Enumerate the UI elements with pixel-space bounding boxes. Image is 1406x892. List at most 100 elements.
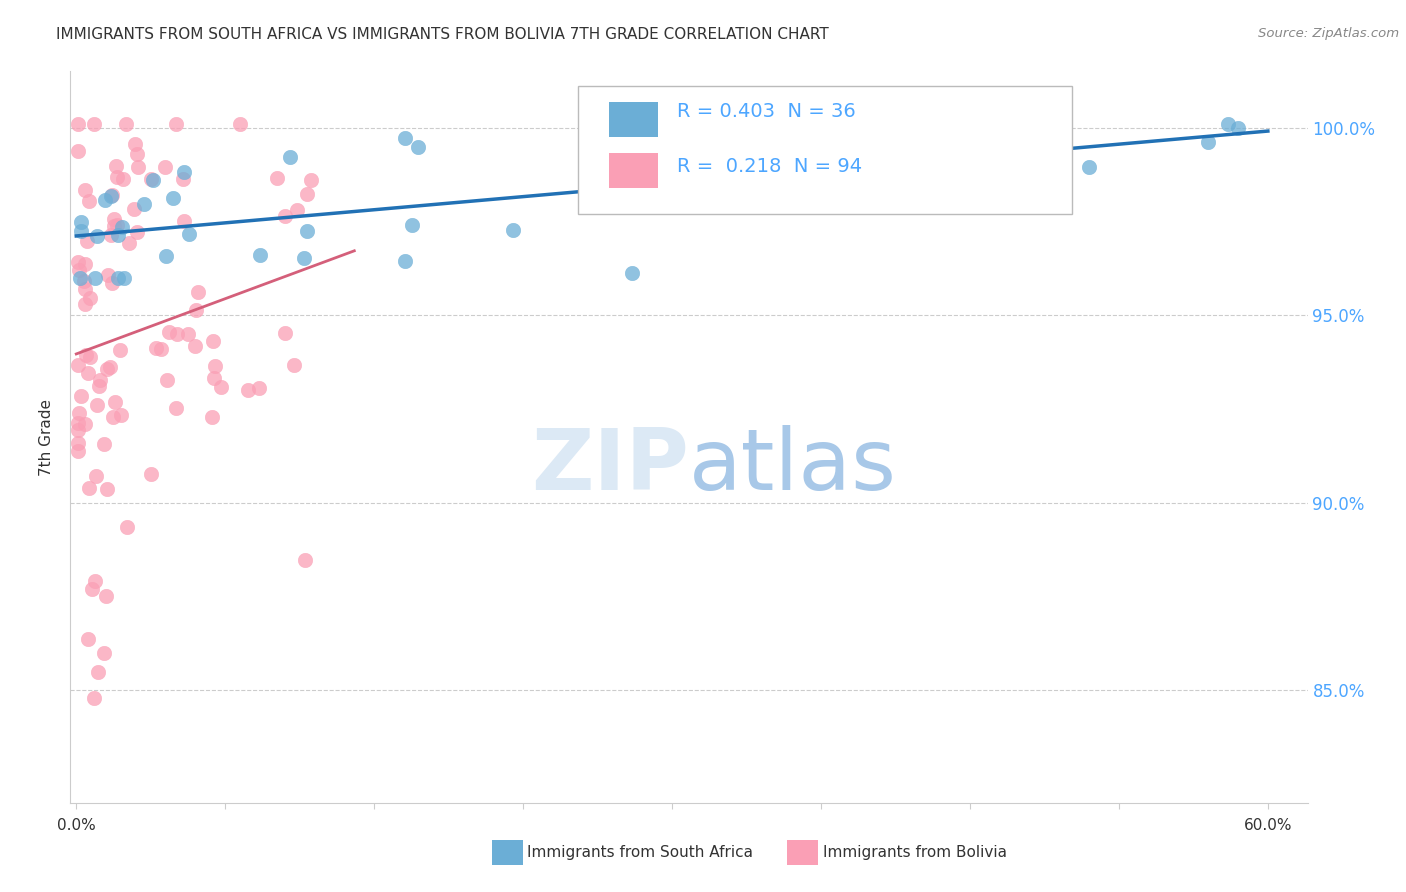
Point — [145, 341, 167, 355]
Y-axis label: 7th Grade: 7th Grade — [39, 399, 55, 475]
Point — [249, 248, 271, 262]
Point — [229, 117, 252, 131]
Point — [155, 249, 177, 263]
Point — [621, 266, 644, 280]
Point — [103, 211, 125, 226]
Point — [681, 153, 703, 167]
Point — [127, 225, 149, 239]
Point — [110, 343, 132, 357]
Point — [247, 381, 270, 395]
Text: 0.0%: 0.0% — [56, 818, 96, 833]
Point — [202, 334, 225, 348]
Point — [82, 582, 104, 596]
Point — [107, 270, 129, 285]
Point — [97, 268, 120, 283]
Point — [132, 197, 155, 211]
Point — [75, 183, 97, 197]
Point — [94, 193, 117, 207]
Point — [394, 253, 416, 268]
Point — [127, 147, 149, 161]
Point — [299, 172, 322, 186]
Point — [86, 229, 108, 244]
Point — [187, 285, 209, 299]
Point — [1227, 120, 1250, 135]
Point — [115, 520, 138, 534]
Point — [115, 117, 138, 131]
Point — [165, 401, 187, 415]
Point — [173, 165, 195, 179]
Point — [111, 220, 134, 235]
Point — [209, 380, 232, 394]
Point — [69, 223, 91, 237]
Text: Immigrants from Bolivia: Immigrants from Bolivia — [823, 846, 1007, 860]
Point — [1197, 135, 1219, 149]
Point — [274, 326, 297, 340]
Point — [79, 194, 101, 208]
Point — [86, 398, 108, 412]
Point — [72, 274, 94, 288]
Point — [96, 362, 118, 376]
Point — [153, 160, 176, 174]
Point — [69, 270, 91, 285]
Point — [100, 189, 122, 203]
Point — [76, 235, 98, 249]
Point — [266, 170, 288, 185]
Point — [236, 384, 259, 398]
Text: 60.0%: 60.0% — [1244, 818, 1292, 833]
Point — [1078, 160, 1101, 174]
Point — [83, 690, 105, 705]
Point — [84, 469, 107, 483]
Point — [139, 171, 162, 186]
Point — [96, 482, 118, 496]
Point — [73, 257, 96, 271]
Point — [406, 140, 429, 154]
Point — [166, 326, 188, 341]
Text: atlas: atlas — [689, 425, 897, 508]
Point — [292, 251, 315, 265]
Point — [122, 202, 145, 216]
Point — [295, 224, 318, 238]
Point — [76, 632, 98, 646]
Point — [103, 219, 125, 233]
Point — [287, 203, 309, 218]
Point — [77, 366, 100, 380]
Point — [69, 388, 91, 402]
Point — [202, 370, 225, 384]
Point — [165, 117, 187, 131]
Point — [278, 150, 301, 164]
Text: R = 0.403  N = 36: R = 0.403 N = 36 — [676, 102, 855, 121]
Point — [94, 589, 117, 603]
Point — [100, 276, 122, 290]
Point — [157, 325, 180, 339]
Point — [200, 409, 222, 424]
Text: ZIP: ZIP — [531, 425, 689, 508]
Point — [294, 553, 316, 567]
FancyBboxPatch shape — [609, 153, 658, 188]
Point — [77, 481, 100, 495]
Point — [118, 235, 141, 250]
Text: R =  0.218  N = 94: R = 0.218 N = 94 — [676, 157, 862, 176]
FancyBboxPatch shape — [609, 102, 658, 137]
Point — [107, 169, 129, 184]
Point — [70, 215, 93, 229]
Point — [83, 117, 105, 131]
Point — [1216, 117, 1239, 131]
Point — [87, 378, 110, 392]
Point — [93, 646, 115, 660]
Point — [176, 326, 198, 341]
Point — [105, 218, 128, 232]
Point — [283, 358, 305, 372]
Point — [172, 171, 194, 186]
Point — [274, 209, 297, 223]
Point — [761, 162, 783, 177]
Point — [101, 187, 124, 202]
Point — [67, 358, 90, 372]
Point — [401, 218, 423, 232]
Point — [107, 228, 129, 243]
Point — [104, 160, 127, 174]
Point — [184, 339, 207, 353]
Point — [89, 373, 111, 387]
Point — [979, 153, 1001, 167]
Point — [67, 406, 90, 420]
Point — [104, 394, 127, 409]
